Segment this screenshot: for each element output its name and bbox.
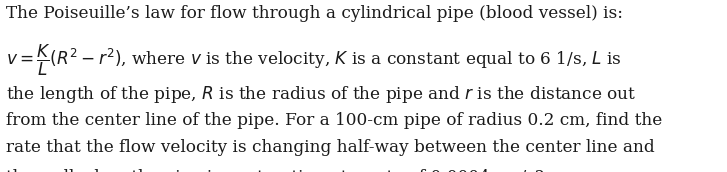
Text: from the center line of the pipe. For a 100-cm pipe of radius 0.2 cm, find the: from the center line of the pipe. For a … bbox=[6, 112, 662, 129]
Text: the wall when the pipe is contracting at a rate of 0.0004 cm/s?: the wall when the pipe is contracting at… bbox=[6, 169, 544, 172]
Text: $v = \dfrac{K}{L}(R^2 - r^2)$, where $v$ is the velocity, $K$ is a constant equa: $v = \dfrac{K}{L}(R^2 - r^2)$, where $v$… bbox=[6, 43, 622, 78]
Text: the length of the pipe, $R$ is the radius of the pipe and $r$ is the distance ou: the length of the pipe, $R$ is the radiu… bbox=[6, 84, 636, 105]
Text: The Poiseuille’s law for flow through a cylindrical pipe (blood vessel) is:: The Poiseuille’s law for flow through a … bbox=[6, 5, 623, 22]
Text: rate that the flow velocity is changing half-way between the center line and: rate that the flow velocity is changing … bbox=[6, 139, 654, 156]
